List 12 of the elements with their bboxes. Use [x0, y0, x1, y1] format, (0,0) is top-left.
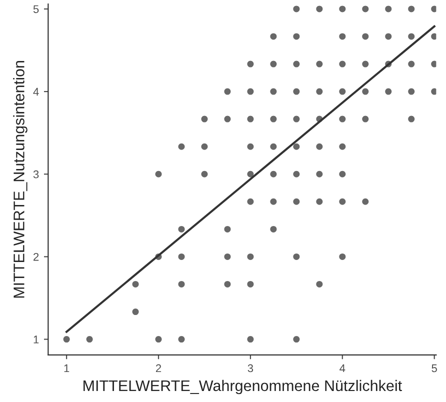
x-tick-label: 5 [432, 364, 437, 372]
y-tick-label: 1 [34, 336, 39, 344]
x-axis-title: MITTELWERTE_Wahrgenommene Nützlichkeit [84, 380, 402, 394]
y-axis-title: MITTELWERTE_Nutzungsintention [13, 61, 28, 298]
x-tick-label: 2 [156, 364, 162, 372]
x-tick-label: 3 [248, 364, 254, 372]
y-tick-label: 4 [33, 88, 39, 96]
y-tick-label: 3 [33, 170, 39, 178]
x-tick-label: 1 [64, 364, 70, 372]
x-tick-label: 4 [340, 364, 346, 372]
y-tick-label: 2 [34, 252, 39, 261]
y-tick-label: 5 [33, 5, 39, 14]
